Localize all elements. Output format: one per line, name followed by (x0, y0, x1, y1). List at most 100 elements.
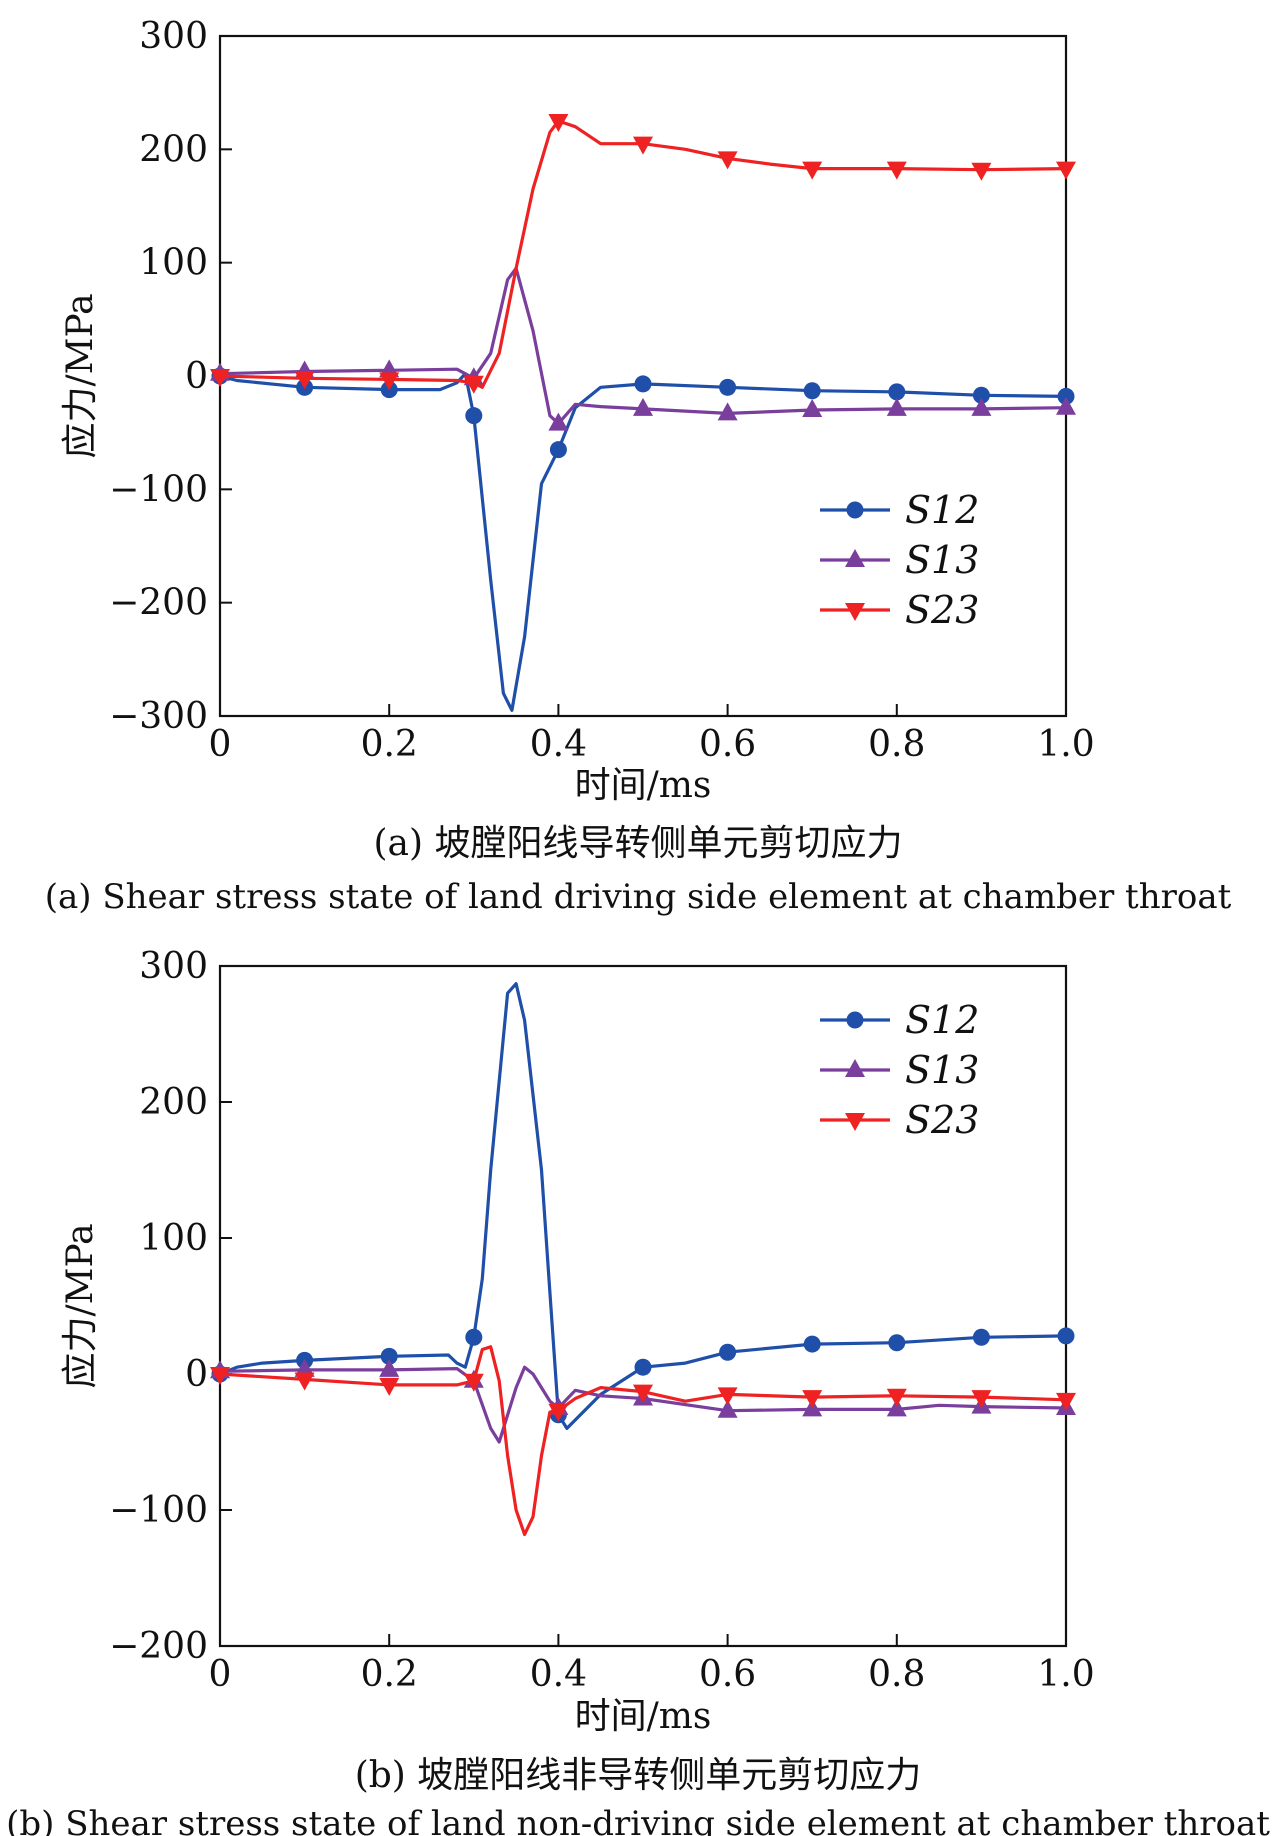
caption-english: (b) Shear stress state of land non-drivi… (6, 1804, 1270, 1836)
y-tick-label: −300 (109, 696, 208, 737)
y-tick-label: −200 (109, 1626, 208, 1667)
legend: S12 S13 S23 (820, 488, 979, 632)
data-point-S12 (1057, 387, 1075, 405)
data-point-S13 (717, 1399, 738, 1418)
x-axis-label: 时间/ms (575, 1696, 712, 1737)
series-S23 (210, 1345, 1076, 1537)
y-tick-label: 0 (185, 1354, 208, 1395)
series-line-S13 (219, 1365, 1067, 1444)
legend-label-S13: S13 (905, 1048, 979, 1092)
y-tick-label: −200 (109, 583, 208, 624)
data-point-S13 (1056, 396, 1076, 415)
caption-chinese: (a) 坡膛阳线导转侧单元剪切应力 (374, 823, 903, 864)
y-tick-label: 200 (139, 1082, 208, 1123)
x-tick-label: 0.2 (361, 1654, 418, 1695)
data-point-S12 (972, 1328, 990, 1346)
data-point-S13 (294, 1358, 315, 1377)
series-line-S12 (219, 372, 1067, 712)
data-point-S12 (634, 375, 652, 393)
legend-marker-S23 (845, 1113, 865, 1131)
data-point-S12 (803, 1335, 821, 1353)
y-axis-label: 应力/MPa (60, 1223, 101, 1388)
data-point-S12 (549, 441, 567, 459)
data-point-S12 (719, 1343, 737, 1361)
legend: S12 S13 S23 (820, 998, 979, 1142)
data-point-S23 (463, 375, 484, 394)
x-tick-label: 0 (209, 1654, 232, 1695)
data-point-S23 (294, 1372, 315, 1391)
plot-frame (218, 964, 1068, 1648)
x-tick-label: 0 (209, 724, 232, 765)
y-tick-label: 200 (139, 129, 208, 170)
data-point-S23 (886, 1388, 907, 1407)
legend-label-S12: S12 (905, 998, 979, 1042)
data-point-S23 (379, 372, 400, 391)
data-point-S12 (1057, 1327, 1075, 1345)
legend-marker-S23 (845, 603, 865, 621)
data-point-S12 (465, 407, 483, 425)
legend-label-S13: S13 (905, 538, 979, 582)
legend-marker-S13 (845, 1059, 865, 1077)
series-line-S23 (219, 119, 1067, 389)
data-point-S23 (802, 161, 823, 180)
legend-marker-S13 (845, 549, 865, 567)
legend-label-S12: S12 (905, 488, 979, 532)
data-point-S13 (548, 412, 569, 431)
data-point-S23 (294, 371, 315, 390)
data-point-S23 (210, 369, 230, 387)
legend-marker-S12 (846, 1011, 864, 1029)
y-tick-label: 100 (139, 243, 208, 284)
data-point-S12 (888, 1334, 906, 1352)
data-point-S23 (886, 161, 907, 180)
data-point-S23 (633, 136, 653, 155)
series-S12 (211, 982, 1075, 1430)
data-point-S23 (633, 1384, 653, 1403)
data-point-S23 (971, 162, 992, 181)
x-tick-label: 0.4 (530, 724, 587, 765)
y-tick-label: −100 (109, 1490, 208, 1531)
caption-english: (a) Shear stress state of land driving s… (45, 877, 1232, 917)
legend-label-S23: S23 (905, 588, 979, 632)
y-tick-label: 300 (139, 946, 208, 987)
x-tick-label: 0.8 (868, 1654, 925, 1695)
data-point-S12 (803, 382, 821, 400)
x-tick-label: 0.2 (361, 724, 418, 765)
legend-label-S23: S23 (905, 1098, 979, 1142)
data-point-S13 (886, 397, 907, 416)
data-point-S23 (463, 1373, 484, 1392)
x-tick-label: 0.8 (868, 724, 925, 765)
data-point-S13 (886, 1398, 907, 1417)
x-tick-label: 0.6 (699, 724, 756, 765)
legend-marker-S12 (846, 501, 864, 519)
y-axis-label: 应力/MPa (60, 293, 101, 458)
x-tick-label: 1.0 (1037, 1654, 1094, 1695)
data-point-S12 (380, 1347, 398, 1365)
data-point-S23 (210, 1367, 230, 1385)
series-S23 (210, 114, 1076, 394)
x-axis-label: 时间/ms (575, 765, 712, 806)
y-tick-label: 300 (139, 16, 208, 57)
series-S13 (210, 266, 1076, 431)
data-point-S23 (971, 1390, 992, 1409)
data-point-S12 (972, 386, 990, 404)
data-point-S12 (719, 378, 737, 396)
data-point-S13 (971, 397, 992, 416)
x-tick-label: 0.4 (530, 1654, 587, 1695)
y-tick-label: 100 (139, 1218, 208, 1259)
data-point-S23 (548, 114, 569, 132)
data-point-S23 (1056, 161, 1076, 180)
data-point-S23 (717, 1387, 738, 1406)
data-point-S23 (1056, 1392, 1076, 1411)
y-tick-label: 0 (185, 356, 208, 397)
data-point-S23 (548, 1403, 569, 1422)
data-point-S13 (717, 402, 738, 421)
y-tick-label: −100 (109, 469, 208, 510)
data-point-S13 (379, 1358, 400, 1377)
data-point-S23 (802, 1390, 823, 1409)
caption-chinese: (b) 坡膛阳线非导转侧单元剪切应力 (355, 1755, 922, 1796)
data-point-S23 (379, 1377, 400, 1396)
data-point-S13 (633, 397, 653, 416)
